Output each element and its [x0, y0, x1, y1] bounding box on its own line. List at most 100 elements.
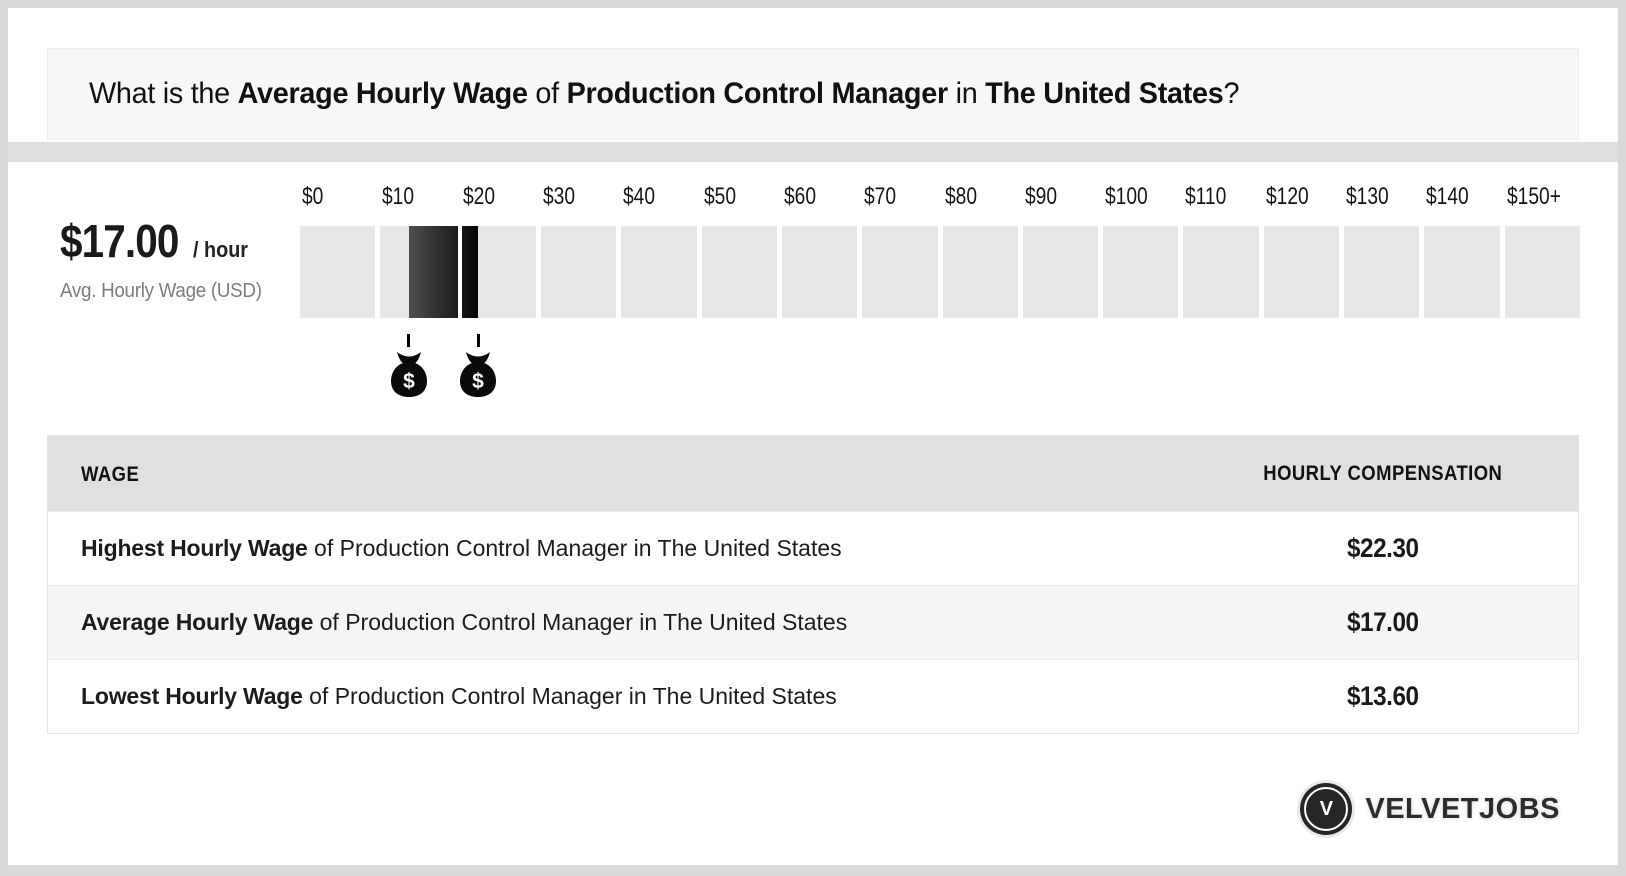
row-label-rest: of Production Control Manager in The Uni…: [313, 609, 848, 635]
row-value-cell: $13.60: [1188, 681, 1578, 712]
row-value: $13.60: [1347, 681, 1419, 711]
page-title: What is the Average Hourly Wage of Produ…: [89, 77, 1240, 111]
header-question-card: What is the Average Hourly Wage of Produ…: [47, 48, 1579, 140]
wage-scale-chart: $17.00 / hour Avg. Hourly Wage (USD) $0 …: [8, 162, 1618, 417]
header-text: WAGE: [81, 463, 140, 486]
table-row-highest: Highest Hourly Wage of Production Contro…: [48, 511, 1578, 585]
axis-tick-label: $50: [702, 182, 777, 212]
header-text: HOURLY COMPENSATION: [1263, 461, 1503, 485]
infographic-canvas: What is the Average Hourly Wage of Produ…: [8, 8, 1618, 865]
scale-cell: [621, 226, 697, 318]
axis-tick-label: $140: [1424, 182, 1499, 212]
tick-text: $120: [1265, 183, 1309, 210]
range-bar-divider: [458, 226, 462, 318]
axis-tick-label: $100: [1103, 182, 1178, 212]
scale-cell: [862, 226, 938, 318]
axis-tick-label: $70: [862, 182, 937, 212]
tick-text: $0: [302, 183, 324, 210]
marker-tick: [476, 334, 480, 347]
brand-name: VELVETJOBS: [1365, 792, 1560, 825]
row-label: Average Hourly Wage of Production Contro…: [48, 609, 1188, 636]
scale-track: [300, 226, 1580, 318]
axis-tick-label: $90: [1023, 182, 1098, 212]
wage-scale: $0 $10 $20 $30 $40 $50 $60 $70 $80 $90 $…: [300, 162, 1580, 400]
tick-text: $50: [703, 183, 736, 210]
tick-text: $70: [864, 183, 897, 210]
average-wage-value: $17.00: [60, 215, 179, 267]
axis-tick-label: $150+: [1505, 182, 1580, 212]
axis-tick-label: $40: [621, 182, 696, 212]
velvetjobs-logo-icon: V: [1300, 783, 1353, 835]
tick-text: $100: [1105, 183, 1148, 210]
axis-tick-label: $60: [782, 182, 857, 212]
tick-text: $60: [783, 183, 816, 210]
row-value-cell: $17.00: [1188, 607, 1578, 638]
scale-cell: [540, 226, 617, 318]
tick-text: $140: [1426, 183, 1470, 210]
row-label-bold: Lowest Hourly Wage: [81, 683, 303, 709]
scale-cell: [1344, 226, 1420, 318]
tick-text: $40: [623, 183, 656, 210]
brand-footer: V VELVETJOBS: [1300, 783, 1560, 835]
axis-tick-label: $130: [1344, 182, 1419, 212]
table-header-row: WAGE HOURLY COMPENSATION: [48, 436, 1578, 511]
tick-text: $150+: [1506, 183, 1561, 210]
high-wage-marker: $: [458, 334, 498, 397]
row-label: Lowest Hourly Wage of Production Control…: [48, 683, 1188, 710]
scale-cell: [1504, 226, 1580, 318]
average-wage-caption: Avg. Hourly Wage (USD): [60, 280, 262, 302]
question-highlight-wage: Average Hourly Wage: [237, 77, 528, 110]
row-label-rest: of Production Control Manager in The Uni…: [307, 535, 842, 561]
row-value: $22.30: [1347, 533, 1419, 563]
axis-tick-label: $110: [1183, 182, 1258, 212]
axis-tick-label: $80: [943, 182, 1018, 212]
tick-text: $130: [1346, 183, 1389, 210]
dollar-glyph: $: [403, 370, 415, 393]
tick-text: $10: [382, 183, 415, 210]
average-wage-unit: / hour: [193, 237, 249, 262]
scale-cell: [701, 226, 777, 318]
question-highlight-job: Production Control Manager: [566, 77, 949, 110]
marker-tick: [407, 334, 411, 347]
row-value: $17.00: [1347, 607, 1419, 637]
scale-cell: [781, 226, 858, 318]
row-label-bold: Average Hourly Wage: [81, 609, 314, 635]
tick-text: $80: [944, 183, 977, 210]
axis-tick-label: $0: [300, 182, 375, 212]
range-markers: $ $: [300, 318, 1580, 400]
question-text: ?: [1223, 77, 1240, 110]
tick-text: $20: [462, 183, 495, 210]
table-row-average: Average Hourly Wage of Production Contro…: [48, 585, 1578, 659]
wage-table: WAGE HOURLY COMPENSATION Highest Hourly …: [47, 435, 1579, 734]
low-wage-marker: $: [389, 334, 429, 397]
column-header-compensation: HOURLY COMPENSATION: [1188, 462, 1578, 486]
tick-text: $110: [1185, 183, 1227, 210]
scale-cell: [1263, 226, 1340, 318]
question-highlight-country: The United States: [985, 77, 1224, 110]
axis-tick-label: $10: [380, 182, 455, 212]
money-bag-icon: $: [390, 352, 427, 397]
average-wage-panel: $17.00 / hour Avg. Hourly Wage (USD): [60, 214, 290, 303]
scale-cell: [1022, 226, 1099, 318]
axis-tick-label: $30: [541, 182, 616, 212]
tick-text: $30: [542, 183, 575, 210]
header-shadow-band: [8, 142, 1618, 162]
wage-range-bar: [408, 226, 479, 318]
dollar-glyph: $: [473, 370, 485, 393]
table-row-lowest: Lowest Hourly Wage of Production Control…: [48, 659, 1578, 733]
row-value-cell: $22.30: [1188, 533, 1578, 564]
scale-cell: [300, 226, 376, 318]
row-label-rest: of Production Control Manager in The Uni…: [302, 683, 837, 709]
tick-text: $90: [1024, 183, 1057, 210]
column-header-wage: WAGE: [48, 460, 1188, 487]
row-label-bold: Highest Hourly Wage: [81, 535, 308, 561]
money-bag-icon: $: [460, 352, 497, 397]
logo-initial: V: [1319, 797, 1334, 820]
scale-cell: [1103, 226, 1179, 318]
question-text: of: [527, 77, 567, 110]
row-label: Highest Hourly Wage of Production Contro…: [48, 535, 1188, 562]
question-text: What is the: [89, 77, 238, 110]
scale-cell: [1183, 226, 1259, 318]
scale-cell: [942, 226, 1018, 318]
